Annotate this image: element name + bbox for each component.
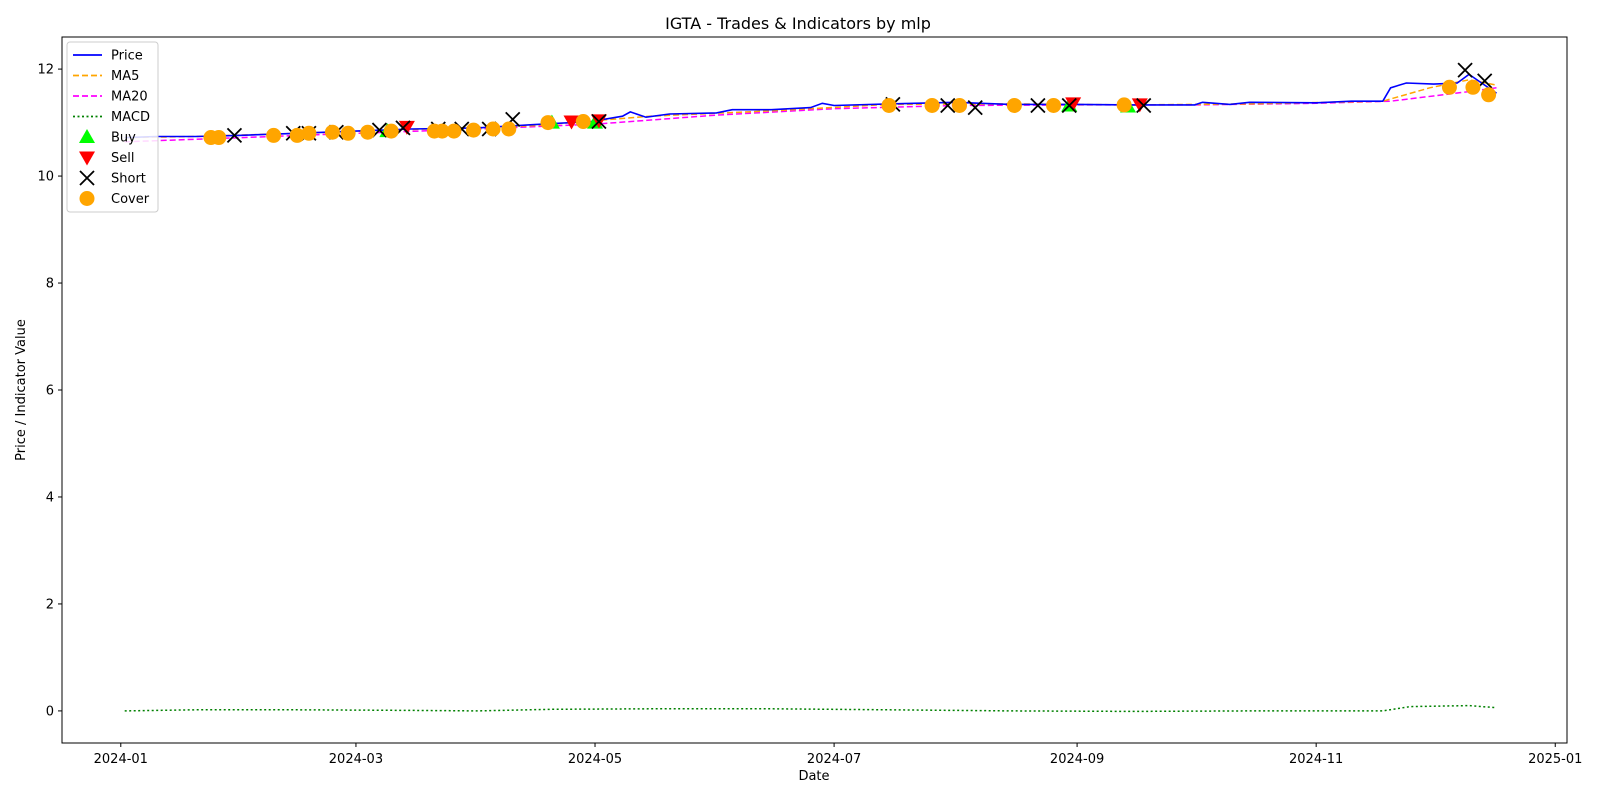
legend: Price MA5 MA20 MACD Buy Sell Short Cover [66, 41, 159, 213]
y-tick-label: 0 [46, 704, 54, 719]
legend-swatch-buy [79, 129, 95, 143]
x-tick-label: 2024-03 [329, 752, 383, 767]
cover-marker [501, 121, 517, 137]
legend-label-ma20: MA20 [111, 90, 148, 105]
cover-marker [446, 123, 462, 139]
cover-marker [466, 122, 482, 138]
sell-marker [1131, 98, 1148, 113]
cover-marker [575, 114, 591, 130]
x-axis-label: Date [798, 769, 829, 784]
cover-marker [434, 123, 450, 139]
cover-marker [289, 127, 305, 143]
legend-label-cover: Cover [111, 192, 150, 207]
short-marker [967, 99, 983, 116]
cover-marker [383, 123, 399, 139]
y-tick-label: 8 [46, 277, 54, 292]
short-marker [940, 97, 956, 114]
cover-marker [324, 124, 340, 140]
short-marker [1136, 97, 1152, 114]
y-tick-label: 4 [46, 490, 54, 505]
cover-marker [266, 127, 282, 143]
legend-label-short: Short [111, 172, 146, 187]
cover-marker [340, 125, 356, 141]
legend-label-macd: MACD [111, 110, 150, 125]
plot-frame [61, 36, 1568, 744]
x-tick-label: 2024-05 [568, 752, 622, 767]
series-line-macd [124, 704, 1497, 713]
short-marker [591, 113, 607, 130]
cover-marker [924, 97, 940, 113]
cover-marker [301, 125, 317, 141]
legend-swatch-sell [79, 151, 95, 166]
cover-marker [881, 97, 897, 113]
x-tick-label: 2024-07 [807, 752, 861, 767]
cover-marker [952, 97, 968, 113]
y-tick-label: 2 [46, 597, 54, 612]
y-tick-label: 10 [37, 170, 54, 185]
x-tick-label: 2024-09 [1050, 752, 1104, 767]
cover-marker [1046, 97, 1062, 113]
legend-label-ma5: MA5 [111, 69, 139, 84]
y-axis-label: Price / Indicator Value [14, 319, 29, 461]
legend-swatch-cover [79, 191, 95, 206]
cover-marker [1465, 79, 1481, 95]
x-axis: 2024-01 2024-03 2024-05 2024-07 2024-09 2024-… [94, 743, 1582, 767]
chart-title: IGTA - Trades & Indicators by mlp [665, 14, 931, 33]
legend-swatch-short [79, 170, 95, 186]
y-tick-label: 12 [37, 63, 54, 78]
cover-marker [1006, 97, 1022, 113]
legend-label-price: Price [111, 49, 143, 64]
sell-marker [563, 115, 580, 130]
legend-box [66, 41, 159, 213]
sell-marker [1065, 97, 1082, 112]
x-tick-label: 2024-11 [1289, 752, 1343, 767]
cover-marker [211, 130, 227, 146]
plot-area [124, 62, 1497, 713]
short-marker [226, 127, 243, 144]
sell-marker [398, 120, 415, 135]
cover-marker [1481, 87, 1497, 103]
cover-marker [1441, 79, 1457, 95]
cover-marker [485, 121, 501, 137]
cover-marker [1116, 97, 1132, 113]
y-axis: 0 2 4 6 8 10 12 [37, 63, 62, 719]
y-tick-label: 6 [46, 384, 54, 399]
x-tick-label: 2025-01 [1528, 752, 1582, 767]
legend-label-buy: Buy [111, 131, 136, 146]
short-marker [1061, 97, 1077, 114]
legend-label-sell: Sell [111, 151, 134, 166]
x-tick-label: 2024-01 [94, 752, 148, 767]
short-marker [1457, 62, 1473, 78]
short-marker [371, 122, 388, 138]
cover-marker [360, 124, 376, 140]
short-marker [1030, 97, 1046, 114]
cover-marker [540, 115, 556, 131]
